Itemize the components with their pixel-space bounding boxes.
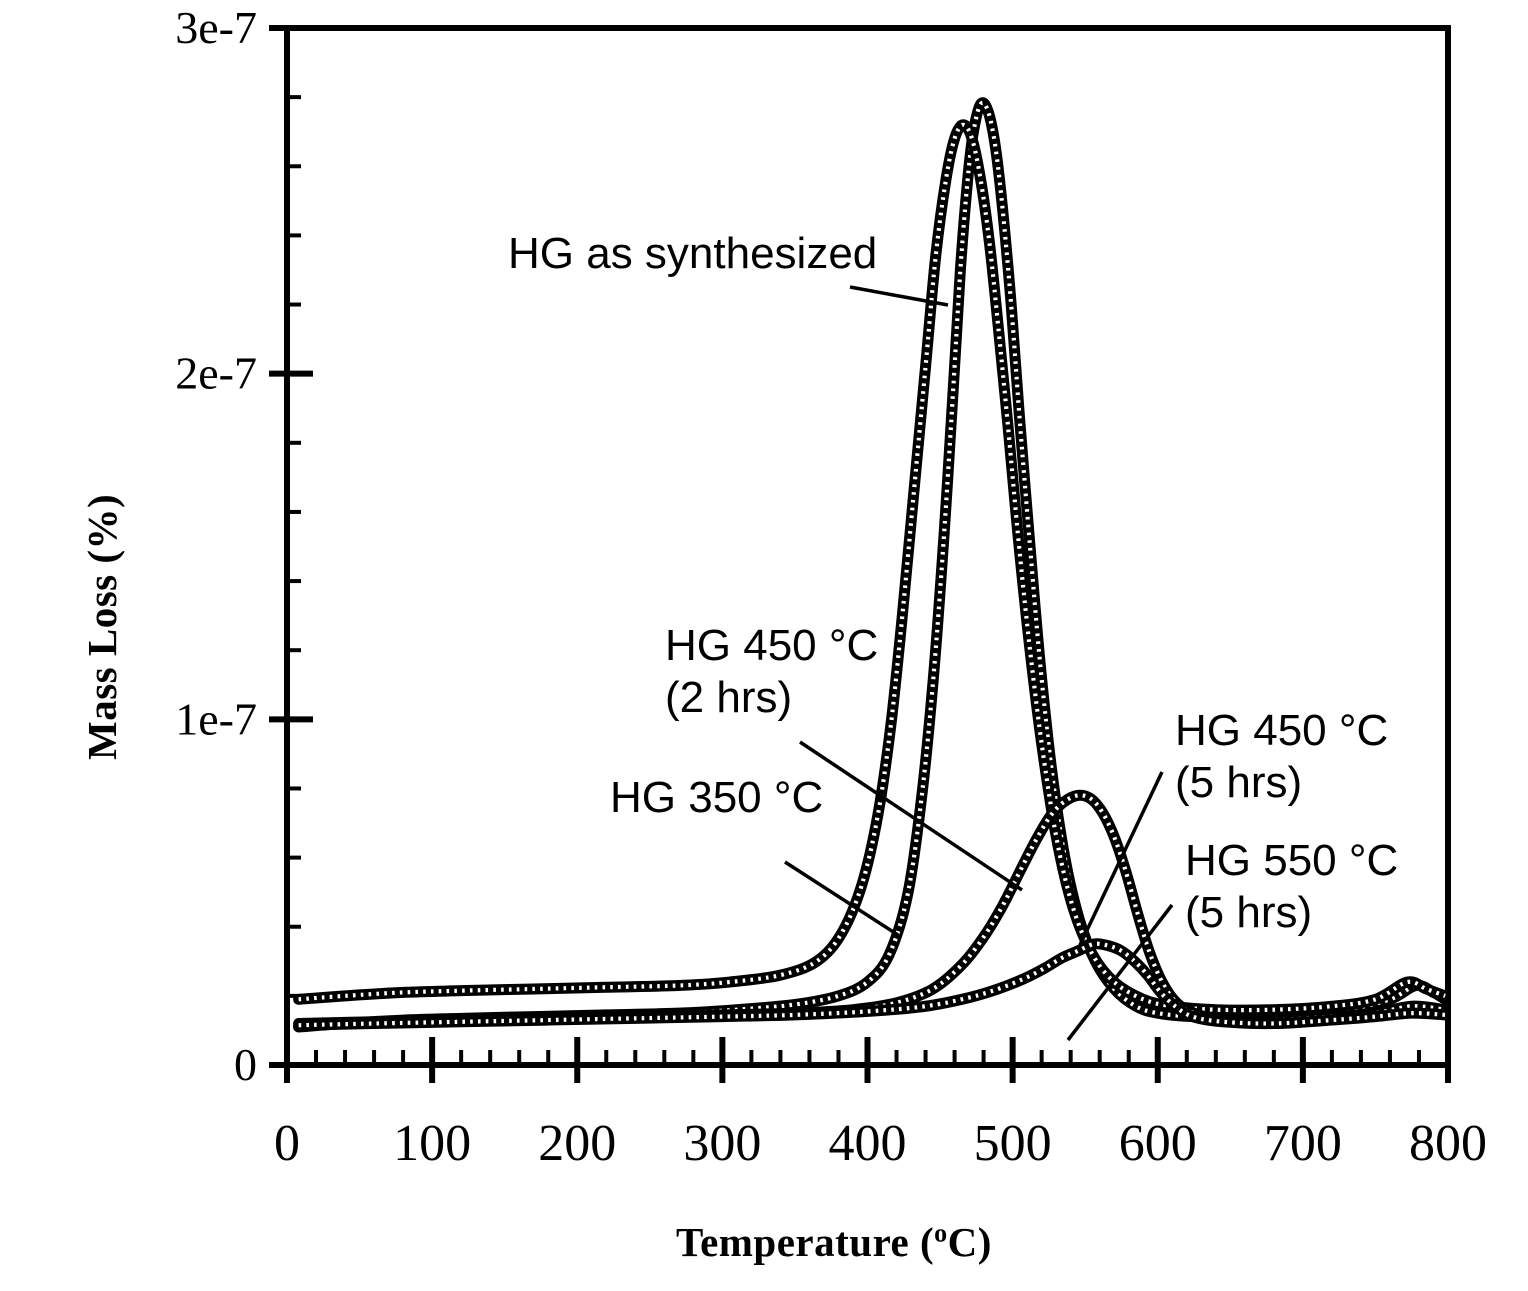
x-tick-label: 800: [1409, 1115, 1487, 1172]
x-tick-label: 0: [274, 1115, 300, 1172]
ann-as-synthesized: HG as synthesized: [508, 229, 877, 278]
annotation-line: (2 hrs): [665, 673, 792, 722]
y-axis-label-text: Mass Loss (%): [79, 494, 125, 760]
annotation-line: (5 hrs): [1175, 758, 1302, 807]
annotation-line: HG 350 °C: [610, 773, 823, 822]
y-tick-label: 0: [234, 1039, 257, 1090]
x-axis-label: Temperature (oC): [676, 1218, 992, 1266]
x-tick-label: 300: [683, 1115, 761, 1172]
x-axis-label-tail: C): [948, 1219, 992, 1265]
x-tick-label: 100: [393, 1115, 471, 1172]
y-tick-label: 1e-7: [175, 693, 257, 744]
figure-container: 01e-72e-73e-7 0100200300400500600700800 …: [0, 0, 1528, 1291]
y-axis-label: Mass Loss (%): [78, 494, 126, 760]
x-tick-label: 500: [974, 1115, 1052, 1172]
annotation-line: HG as synthesized: [508, 229, 877, 278]
annotation-line: (5 hrs): [1185, 888, 1312, 937]
x-tick-label: 700: [1264, 1115, 1342, 1172]
annotation-line: HG 450 °C: [1175, 706, 1388, 755]
mass-loss-vs-temperature-chart: 01e-72e-73e-7 0100200300400500600700800 …: [0, 0, 1528, 1291]
y-tick-label: 3e-7: [175, 2, 257, 53]
ann-350: HG 350 °C: [610, 773, 823, 822]
annotation-line: HG 550 °C: [1185, 836, 1398, 885]
degree-superscript: o: [934, 1218, 948, 1247]
x-tick-label: 200: [538, 1115, 616, 1172]
y-tick-label: 2e-7: [175, 348, 257, 399]
annotation-line: HG 450 °C: [665, 621, 878, 670]
x-axis-tick-labels: 0 100 200 300 400 500 600 700 800: [274, 1115, 1487, 1172]
x-axis-label-main: Temperature (: [676, 1219, 934, 1265]
x-tick-label: 400: [829, 1115, 907, 1172]
x-tick-label: 600: [1119, 1115, 1197, 1172]
